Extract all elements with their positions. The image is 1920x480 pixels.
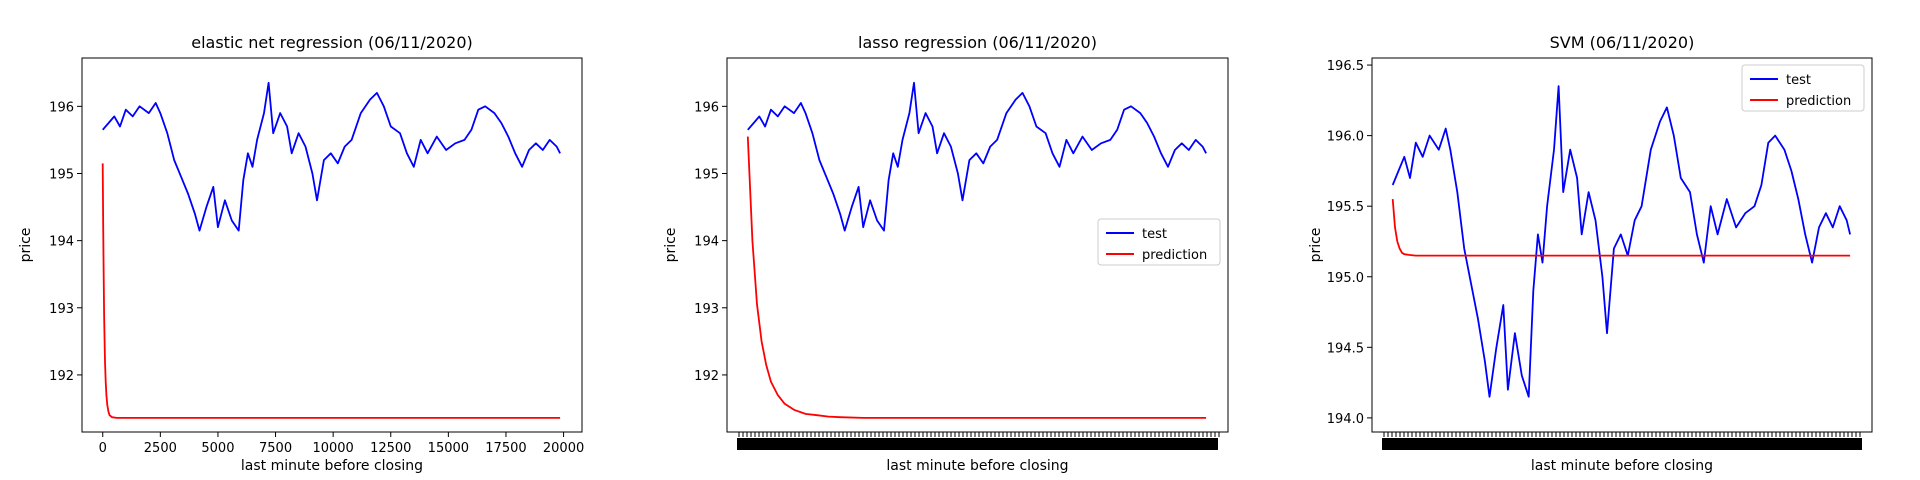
axes-frame: [726, 57, 1229, 433]
axes-frame: [81, 57, 583, 433]
y-tick-label: 196: [694, 100, 719, 115]
y-tick-label: 194: [49, 235, 74, 250]
x-tick-label: 20000: [543, 441, 584, 456]
y-tick-label: 196.0: [1327, 130, 1364, 145]
x-tick-label: 5000: [201, 441, 234, 456]
legend-label-prediction: prediction: [1786, 94, 1851, 109]
y-tick-label: 195.5: [1327, 200, 1364, 215]
x-tick-label: 12500: [370, 441, 411, 456]
y-axis-label: price: [1308, 228, 1324, 263]
y-tick-label: 192: [694, 369, 719, 384]
y-axis-label: price: [663, 228, 679, 263]
y-tick-label: 193: [694, 302, 719, 317]
y-tick-label: 195.0: [1327, 271, 1364, 286]
x-tick-labels-overlapping: [737, 432, 1220, 450]
legend: test prediction: [1097, 218, 1221, 266]
y-tick-label: 196: [49, 100, 74, 115]
series-group: [1391, 85, 1851, 398]
y-tick-label: 194: [694, 235, 719, 250]
x-tick-label: 0: [99, 441, 107, 456]
x-tick-label-mass: [1382, 438, 1862, 450]
y-tick-label: 195: [49, 167, 74, 182]
y-tick-label: 193: [49, 302, 74, 317]
x-axis-label: last minute before closing: [241, 458, 423, 474]
x-tick-label: 17500: [485, 441, 526, 456]
legend-label-test: test: [1786, 73, 1811, 88]
series-group: [101, 81, 561, 419]
legend: test prediction: [1741, 64, 1865, 112]
series-line-0: [102, 81, 561, 232]
chart-svm: SVM (06/11/2020) last minute before clos…: [1308, 33, 1873, 474]
y-axis-label: price: [18, 228, 34, 263]
x-tick-label: 10000: [312, 441, 353, 456]
series-line-test: [1391, 85, 1851, 398]
x-tick-labels-overlapping: [1382, 432, 1862, 450]
x-axis-label: last minute before closing: [1531, 458, 1713, 474]
y-tick-label: 192: [49, 369, 74, 384]
series-line-1: [101, 163, 561, 419]
chart-elastic-net: elastic net regression (06/11/2020) last…: [18, 33, 584, 474]
y-tick-label: 194.0: [1327, 412, 1364, 427]
x-tick-label-mass: [737, 438, 1218, 450]
series-line-test: [747, 81, 1207, 232]
chart-lasso: lasso regression (06/11/2020) last minut…: [663, 33, 1229, 474]
x-tick-label: 7500: [259, 441, 292, 456]
y-tick-label: 195: [694, 167, 719, 182]
x-axis-label: last minute before closing: [886, 458, 1068, 474]
legend-label-test: test: [1142, 227, 1167, 242]
axes-frame: [1371, 57, 1873, 433]
x-tick-label: 2500: [144, 441, 177, 456]
chart-title: lasso regression (06/11/2020): [858, 33, 1097, 52]
series-line-prediction: [746, 136, 1207, 419]
y-tick-label: 194.5: [1327, 341, 1364, 356]
series-line-prediction: [1391, 199, 1851, 257]
series-group: [746, 81, 1207, 419]
y-tick-label: 196.5: [1327, 59, 1364, 74]
chart-title: SVM (06/11/2020): [1550, 33, 1695, 52]
x-tick-label: 15000: [428, 441, 469, 456]
legend-label-prediction: prediction: [1142, 248, 1207, 263]
chart-title: elastic net regression (06/11/2020): [191, 33, 473, 52]
